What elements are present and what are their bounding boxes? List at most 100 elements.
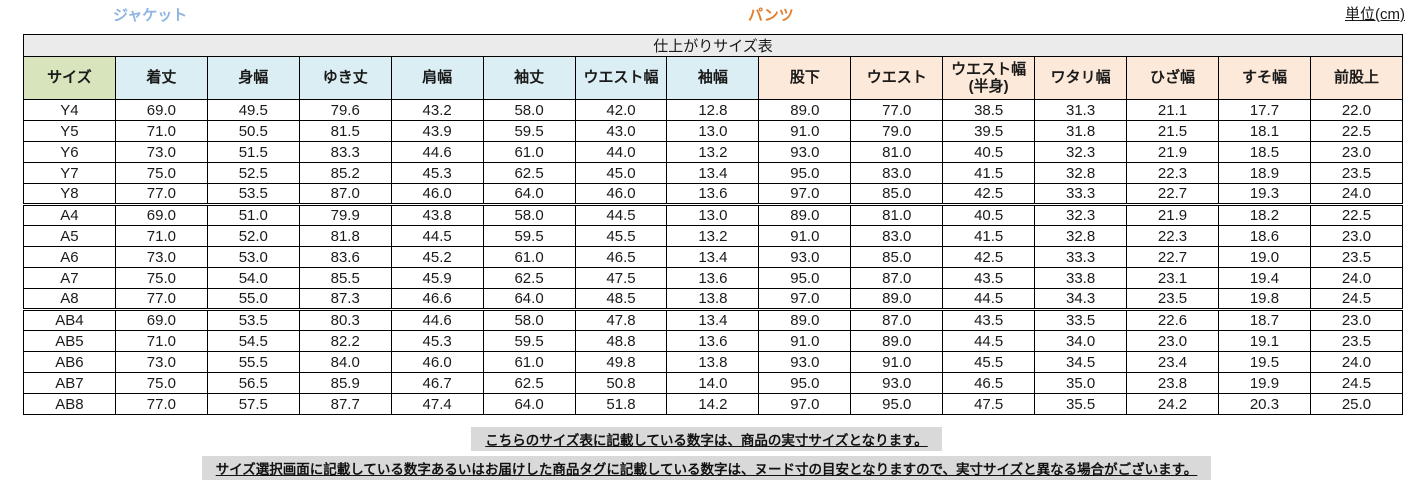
measurement-cell: 51.8 [574,393,668,415]
measurement-cell: 12.8 [666,99,760,121]
measurement-cell: 56.5 [206,372,300,394]
jacket-column-header: 着丈 [114,56,208,100]
measurement-cell: 53.5 [206,183,300,205]
measurement-cell: 44.5 [390,225,484,247]
measurement-cell: 91.0 [758,330,852,352]
measurement-cell: 13.6 [666,330,760,352]
measurement-cell: 42.0 [574,99,668,121]
measurement-cell: 89.0 [758,99,852,121]
measurement-cell: 83.0 [850,225,944,247]
measurement-cell: 71.0 [114,225,208,247]
size-cell: Y4 [23,99,116,121]
pants-column-header: ひざ幅 [1126,56,1219,100]
measurement-cell: 44.5 [942,288,1036,310]
measurement-cell: 45.2 [390,246,484,268]
measurement-cell: 19.0 [1217,246,1311,268]
measurement-cell: 13.2 [666,141,760,163]
measurement-cell: 14.2 [666,393,760,415]
size-chart-table: 仕上がりサイズ表 サイズ 着丈 身幅 ゆき丈 肩幅 袖丈 ウエスト幅 袖幅 股下 ウエスト ウエス… [23,34,1404,415]
measurement-cell: 23.0 [1126,330,1219,352]
measurement-cell: 46.7 [390,372,484,394]
measurement-cell: 95.0 [758,372,852,394]
measurement-cell: 49.8 [574,351,668,373]
size-cell: Y6 [23,141,116,163]
measurement-cell: 97.0 [758,288,852,310]
measurement-cell: 13.4 [666,308,760,331]
measurement-cell: 89.0 [758,308,852,331]
measurement-cell: 58.0 [482,308,576,331]
size-cell: A5 [23,225,116,247]
measurement-cell: 81.5 [298,120,392,142]
measurement-cell: 61.0 [482,141,576,163]
measurement-cell: 44.5 [942,330,1036,352]
measurement-cell: 21.1 [1126,99,1219,121]
jacket-column-header: 袖幅 [666,56,760,100]
measurement-cell: 62.5 [482,267,576,289]
measurement-cell: 22.5 [1309,203,1404,226]
table-row: Y5 71.0 50.5 81.5 43.9 59.5 43.0 13.0 91.0 79.0 39… [23,120,1404,142]
table-row: A7 75.0 54.0 85.5 45.9 62.5 47.5 13.6 95.0 87.0 43… [23,267,1404,289]
table-row: AB7 75.0 56.5 85.9 46.7 62.5 50.8 14.0 95.0 93.0 4… [23,372,1404,394]
measurement-cell: 32.3 [1034,203,1128,226]
measurement-cell: 18.2 [1217,203,1311,226]
size-cell: A7 [23,267,116,289]
measurement-cell: 75.0 [114,372,208,394]
table-row: A5 71.0 52.0 81.8 44.5 59.5 45.5 13.2 91.0 83.0 41… [23,225,1404,247]
measurement-cell: 53.0 [206,246,300,268]
measurement-cell: 43.9 [390,120,484,142]
measurement-cell: 18.9 [1217,162,1311,184]
measurement-cell: 23.0 [1309,308,1404,331]
note-actual-size: こちらのサイズ表に記載している数字は、商品の実寸サイズとなります。 [471,427,942,451]
measurement-cell: 77.0 [114,393,208,415]
measurement-cell: 75.0 [114,267,208,289]
measurement-cell: 22.6 [1126,308,1219,331]
table-row: AB8 77.0 57.5 87.7 47.4 64.0 51.8 14.2 97.0 95.0 4… [23,393,1404,415]
measurement-cell: 31.8 [1034,120,1128,142]
measurement-cell: 19.1 [1217,330,1311,352]
measurement-cell: 18.1 [1217,120,1311,142]
measurement-cell: 34.5 [1034,351,1128,373]
measurement-cell: 82.2 [298,330,392,352]
measurement-cell: 18.6 [1217,225,1311,247]
table-row: AB6 73.0 55.5 84.0 46.0 61.0 49.8 13.8 93.0 91.0 4… [23,351,1404,373]
measurement-cell: 13.8 [666,288,760,310]
measurement-cell: 79.6 [298,99,392,121]
measurement-cell: 24.2 [1126,393,1219,415]
measurement-cell: 23.1 [1126,267,1219,289]
measurement-cell: 13.2 [666,225,760,247]
pants-column-header: ワタリ幅 [1034,56,1128,100]
measurement-cell: 33.3 [1034,183,1128,205]
measurement-cell: 45.3 [390,330,484,352]
measurement-cell: 43.8 [390,203,484,226]
measurement-cell: 43.0 [574,120,668,142]
measurement-cell: 81.0 [850,141,944,163]
measurement-cell: 97.0 [758,183,852,205]
measurement-cell: 54.0 [206,267,300,289]
size-group-A: A4 69.0 51.0 79.9 43.8 58.0 44.5 13.0 89.0 81.0 40… [23,203,1404,310]
measurement-cell: 87.0 [850,267,944,289]
table-row: Y4 69.0 49.5 79.6 43.2 58.0 42.0 12.8 89.0 77.0 38… [23,99,1404,121]
measurement-cell: 41.5 [942,225,1036,247]
measurement-cell: 62.5 [482,162,576,184]
measurement-cell: 91.0 [758,120,852,142]
table-row: Y7 75.0 52.5 85.2 45.3 62.5 45.0 13.4 95.0 83.0 41… [23,162,1404,184]
size-cell: AB4 [23,308,116,331]
measurement-cell: 23.5 [1309,246,1404,268]
measurement-cell: 85.9 [298,372,392,394]
measurement-cell: 62.5 [482,372,576,394]
measurement-cell: 46.5 [942,372,1036,394]
table-row: AB5 71.0 54.5 82.2 45.3 59.5 48.8 13.6 91.0 89.0 4… [23,330,1404,352]
measurement-cell: 23.5 [1126,288,1219,310]
measurement-cell: 34.0 [1034,330,1128,352]
pants-column-header: 前股上 [1309,56,1404,100]
measurement-cell: 57.5 [206,393,300,415]
measurement-cell: 59.5 [482,330,576,352]
size-cell: AB5 [23,330,116,352]
measurement-cell: 22.5 [1309,120,1404,142]
measurement-cell: 23.5 [1309,162,1404,184]
measurement-cell: 40.5 [942,141,1036,163]
measurement-cell: 93.0 [850,372,944,394]
measurement-cell: 93.0 [758,141,852,163]
table-title: 仕上がりサイズ表 [23,34,1403,57]
measurement-cell: 59.5 [482,225,576,247]
